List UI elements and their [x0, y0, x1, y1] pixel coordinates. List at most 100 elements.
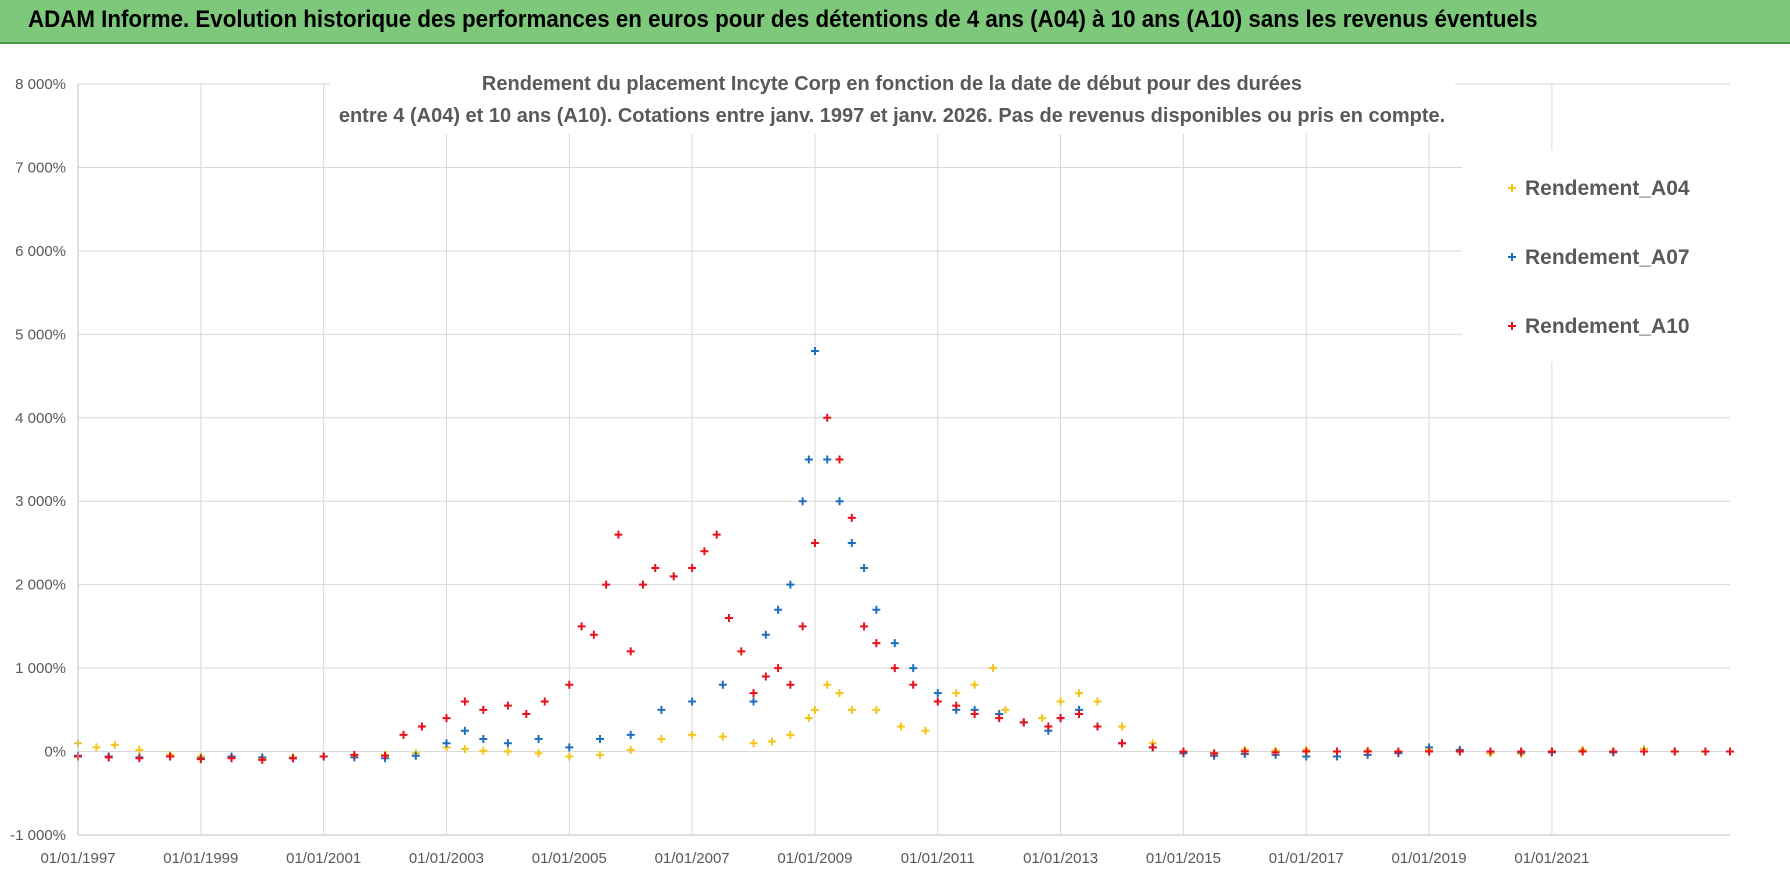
data-point — [669, 572, 678, 581]
data-point — [798, 497, 807, 506]
data-point — [890, 664, 899, 673]
y-tick-label: 6 000% — [15, 243, 66, 260]
data-point — [774, 605, 783, 614]
data-point — [1726, 747, 1734, 756]
data-point — [718, 732, 727, 741]
data-point — [835, 497, 844, 506]
legend-marker — [1508, 184, 1516, 192]
data-point — [1179, 747, 1188, 756]
data-point — [589, 630, 598, 639]
y-tick-label: 8 000% — [15, 76, 66, 93]
y-tick-label: 4 000% — [15, 410, 66, 427]
data-point — [1578, 747, 1587, 756]
data-point — [860, 622, 869, 631]
data-point — [786, 730, 795, 739]
x-tick-label: 01/01/2017 — [1269, 850, 1344, 867]
data-point — [774, 664, 783, 673]
data-point — [614, 530, 623, 539]
data-point — [479, 705, 488, 714]
data-point — [1517, 747, 1526, 756]
data-point — [896, 722, 905, 731]
x-tick-label: 01/01/2003 — [409, 850, 484, 867]
y-tick-label: 7 000% — [15, 159, 66, 176]
data-point — [761, 672, 770, 681]
data-point — [1701, 747, 1710, 756]
data-point — [135, 745, 144, 754]
data-point — [995, 714, 1004, 723]
data-point — [810, 705, 819, 714]
data-point — [737, 647, 746, 656]
x-tick-label: 01/01/2011 — [901, 850, 975, 867]
x-tick-label: 01/01/2015 — [1146, 850, 1221, 867]
data-point — [933, 689, 942, 698]
legend-marker — [1508, 253, 1516, 261]
data-point — [1240, 747, 1249, 756]
data-point — [909, 664, 918, 673]
data-point — [92, 743, 101, 752]
x-tick-label: 01/01/2001 — [286, 850, 361, 867]
data-point — [1394, 747, 1403, 756]
data-point — [565, 743, 574, 752]
data-point — [596, 750, 605, 759]
x-tick-label: 01/01/2021 — [1514, 850, 1589, 867]
data-point — [540, 697, 549, 706]
data-point — [1001, 705, 1010, 714]
data-point — [1056, 714, 1065, 723]
data-point — [823, 413, 832, 422]
data-point — [460, 697, 469, 706]
x-tick-label: 01/01/1997 — [40, 850, 115, 867]
data-point — [1486, 747, 1495, 756]
data-point — [288, 754, 297, 763]
data-point — [602, 580, 611, 589]
data-point — [1640, 747, 1649, 756]
x-tick-label: 01/01/2019 — [1392, 850, 1467, 867]
legend-background — [1462, 150, 1730, 362]
banner-title: ADAM Informe. Evolution historique des p… — [28, 6, 1538, 33]
data-point — [1332, 747, 1341, 756]
data-point — [1075, 689, 1084, 698]
data-point — [909, 680, 918, 689]
data-point — [847, 705, 856, 714]
data-point — [724, 614, 733, 623]
data-point — [1302, 747, 1311, 756]
data-point — [503, 747, 512, 756]
data-point — [503, 739, 512, 748]
data-point — [319, 752, 328, 761]
legend-label: Rendement_A10 — [1525, 315, 1690, 338]
data-point — [1455, 747, 1464, 756]
y-tick-label: -1 000% — [10, 827, 66, 844]
data-point — [786, 580, 795, 589]
data-point — [638, 580, 647, 589]
data-point — [872, 605, 881, 614]
data-point — [534, 749, 543, 758]
x-tick-label: 01/01/2013 — [1023, 850, 1098, 867]
data-point — [700, 547, 709, 556]
data-point — [399, 730, 408, 739]
data-point — [872, 705, 881, 714]
data-point — [651, 563, 660, 572]
data-point — [381, 751, 390, 760]
x-tick-label: 01/01/2005 — [532, 850, 607, 867]
data-point — [767, 737, 776, 746]
data-point — [350, 750, 359, 759]
data-point — [823, 455, 832, 464]
data-point — [1019, 718, 1028, 727]
data-point — [810, 538, 819, 547]
legend-marker — [1508, 322, 1516, 330]
data-point — [135, 754, 144, 763]
data-point — [718, 680, 727, 689]
data-point — [1118, 722, 1127, 731]
data-point — [479, 746, 488, 755]
data-point — [1093, 697, 1102, 706]
data-point — [798, 622, 807, 631]
data-point — [835, 455, 844, 464]
data-point — [921, 726, 930, 735]
data-point — [823, 680, 832, 689]
data-point — [460, 745, 469, 754]
data-point — [522, 710, 531, 719]
data-point — [860, 563, 869, 572]
data-point — [1425, 747, 1434, 756]
data-point — [786, 680, 795, 689]
legend: Rendement_A04 Rendement_A07 Rendement_A10 — [1462, 150, 1730, 362]
data-point — [989, 664, 998, 673]
